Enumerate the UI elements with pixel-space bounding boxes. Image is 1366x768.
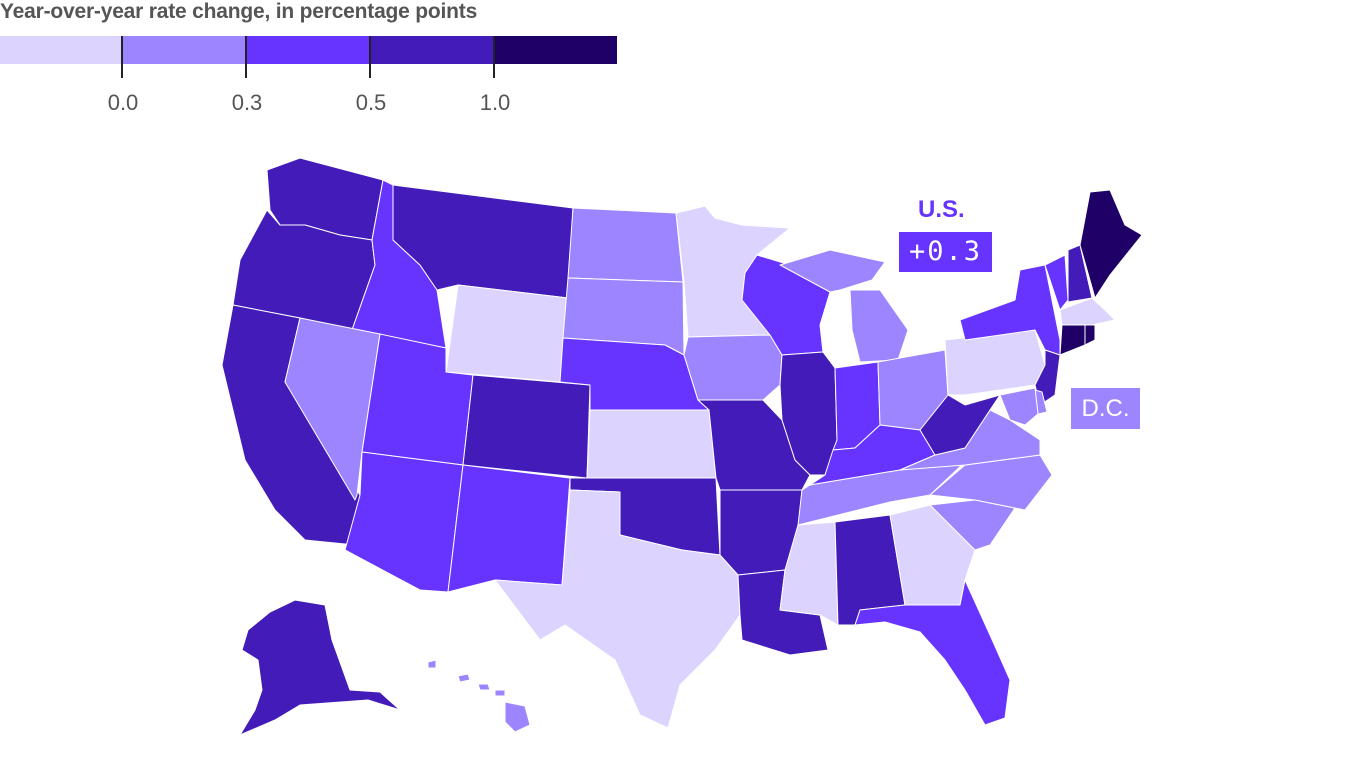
state-MO[interactable] <box>697 399 811 491</box>
legend-label-3: 0.5 <box>355 90 387 115</box>
us-label: U.S. <box>918 196 965 223</box>
state-SC[interactable] <box>929 499 1016 551</box>
state-PA[interactable] <box>944 329 1046 396</box>
legend-tick-3 <box>369 36 371 78</box>
state-AK[interactable] <box>239 599 401 736</box>
state-WY[interactable] <box>445 284 569 383</box>
state-ND[interactable] <box>567 207 684 283</box>
state-FL[interactable] <box>854 579 1011 726</box>
state-TN[interactable] <box>797 461 966 526</box>
state-MD[interactable] <box>999 387 1039 426</box>
legend-label-4: 1.0 <box>479 90 511 115</box>
legend-label-1: 0.0 <box>107 90 139 115</box>
legend-swatch-4 <box>370 36 494 64</box>
state-AZ[interactable] <box>344 451 464 593</box>
state-RI[interactable] <box>1084 324 1096 346</box>
legend-tick-2 <box>245 36 247 78</box>
state-WV[interactable] <box>919 394 1001 456</box>
legend-tick-1 <box>121 36 123 78</box>
state-NM[interactable] <box>447 464 571 593</box>
state-KS[interactable] <box>586 409 717 479</box>
legend-swatch-1 <box>0 36 122 64</box>
legend-tick-4 <box>493 36 495 78</box>
dc-badge: D.C. <box>1071 388 1140 429</box>
state-TX[interactable] <box>494 489 741 729</box>
map-title: Year-over-year rate change, in percentag… <box>0 0 478 23</box>
state-HI[interactable] <box>427 659 531 733</box>
state-IA[interactable] <box>683 334 783 401</box>
state-CO[interactable] <box>462 374 591 479</box>
state-CT[interactable] <box>1059 324 1086 356</box>
legend-swatch-5 <box>494 36 617 64</box>
legend-label-2: 0.3 <box>231 90 263 115</box>
color-legend: 0.0 0.3 0.5 1.0 <box>0 36 620 120</box>
legend-swatch-3 <box>246 36 370 64</box>
legend-swatch-2 <box>122 36 246 64</box>
state-ME[interactable] <box>1079 189 1143 299</box>
state-IL[interactable] <box>779 351 838 476</box>
us-value-badge: +0.3 <box>899 232 992 272</box>
